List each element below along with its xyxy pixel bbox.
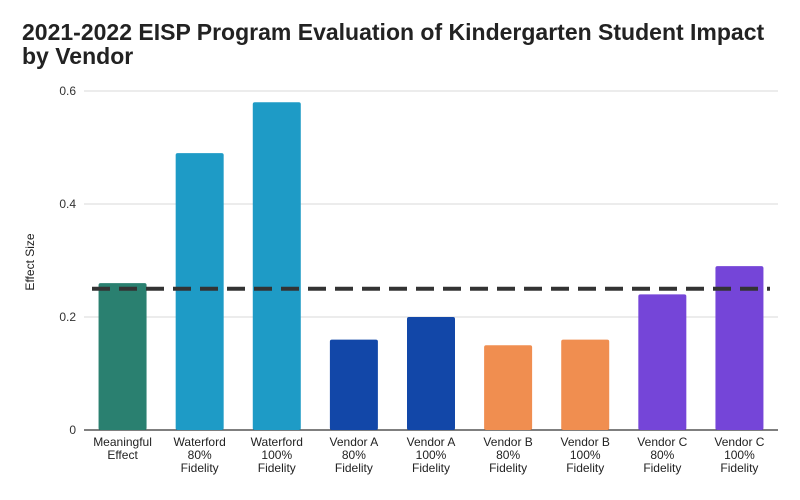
- y-tick-label: 0.2: [59, 310, 76, 324]
- x-tick-label: Meaningful Effect: [93, 435, 152, 462]
- x-tick-label: Vendor B 80% Fidelity: [483, 435, 532, 475]
- bar: [484, 345, 533, 430]
- bar: [638, 294, 687, 430]
- bar: [175, 153, 224, 430]
- x-axis-ticks: Meaningful Effect Waterford 80% Fidelity Wate…: [93, 435, 765, 475]
- x-tick-label: Vendor C 100% Fidelity: [714, 435, 764, 475]
- bar: [252, 102, 301, 431]
- x-tick-label: Vendor A 100% Fidelity: [407, 435, 456, 475]
- y-axis-ticks: 0 0.2 0.4 0.6: [59, 84, 76, 437]
- bar: [407, 317, 455, 430]
- bars: [98, 102, 764, 431]
- y-tick-label: 0.6: [59, 84, 76, 98]
- x-tick-label: Vendor A 80% Fidelity: [330, 435, 379, 475]
- x-tick-label: Vendor B 100% Fidelity: [561, 435, 610, 475]
- bar: [715, 266, 764, 430]
- bar: [329, 339, 378, 430]
- y-axis-label: Effect Size: [23, 233, 37, 290]
- y-tick-label: 0: [69, 423, 76, 437]
- bar: [561, 339, 610, 430]
- bar: [98, 283, 147, 430]
- y-tick-label: 0.4: [59, 197, 76, 211]
- x-tick-label: Waterford 100% Fidelity: [251, 435, 303, 475]
- x-tick-label: Waterford 80% Fidelity: [174, 435, 226, 475]
- x-tick-label: Vendor C 80% Fidelity: [637, 435, 687, 475]
- chart-title: 2021-2022 EISP Program Evaluation of Kin…: [22, 19, 765, 69]
